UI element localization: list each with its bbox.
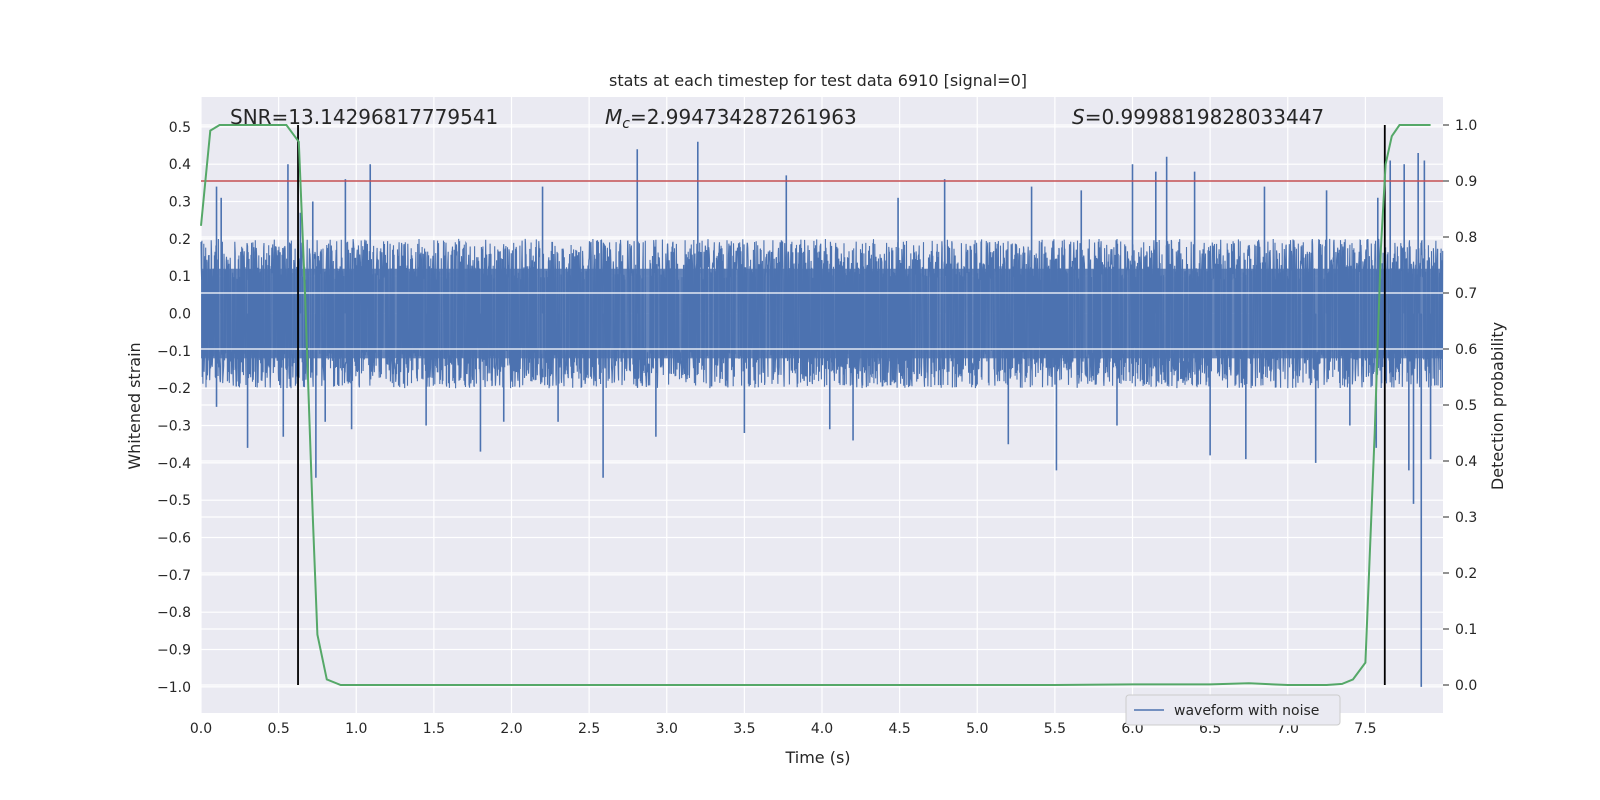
y2-tick-8: 0.2 bbox=[1455, 566, 1477, 582]
x-tick-4: 2.0 bbox=[500, 721, 522, 737]
y-axis-label: Whitened strain bbox=[125, 342, 144, 469]
y2-tick-1: 0.9 bbox=[1455, 174, 1477, 190]
y-tick-8: −0.3 bbox=[157, 419, 191, 435]
x-tick-10: 5.0 bbox=[966, 721, 988, 737]
legend: waveform with noise bbox=[1125, 694, 1341, 726]
waveform-series bbox=[200, 141, 1444, 687]
y2-tick-0: 1.0 bbox=[1455, 118, 1477, 134]
x-tick-7: 3.5 bbox=[733, 721, 755, 737]
x-tick-2: 1.0 bbox=[345, 721, 367, 737]
y2-tick-3: 0.7 bbox=[1455, 286, 1477, 302]
y-tick-7: −0.2 bbox=[157, 381, 191, 397]
chirp-mass-subscript: c bbox=[622, 116, 630, 132]
chirp-mass-value: =2.994734287261963 bbox=[630, 105, 857, 129]
y-tick-13: −0.8 bbox=[157, 605, 191, 621]
y-tick-4: 0.1 bbox=[169, 269, 191, 285]
chirp-mass-symbol: M bbox=[605, 105, 622, 129]
legend-box bbox=[1125, 694, 1341, 726]
y-ticks: 0.5 0.4 0.3 0.2 0.1 0.0 −0.1 −0.2 −0.3 −0.4 −0.5 −0… bbox=[157, 120, 191, 696]
y-tick-15: −1.0 bbox=[157, 680, 191, 696]
y-tick-6: −0.1 bbox=[157, 344, 191, 360]
vertical-markers bbox=[297, 125, 1386, 685]
chart-title: stats at each timestep for test data 691… bbox=[609, 71, 1027, 90]
y2-tick-6: 0.4 bbox=[1455, 454, 1477, 470]
s-value: =0.9998819828033447 bbox=[1085, 105, 1324, 129]
legend-label: waveform with noise bbox=[1174, 703, 1319, 719]
y2-axis-label: Detection probability bbox=[1488, 322, 1507, 490]
x-axis-label: Time (s) bbox=[784, 748, 850, 767]
y-tick-0: 0.5 bbox=[169, 120, 191, 136]
y2-tick-9: 0.1 bbox=[1455, 622, 1477, 638]
y-tick-3: 0.2 bbox=[169, 232, 191, 248]
snr-annotation: SNR=13.14296817779541 bbox=[230, 105, 498, 129]
y-tick-12: −0.7 bbox=[157, 568, 191, 584]
y-tick-1: 0.4 bbox=[169, 157, 191, 173]
x-tick-9: 4.5 bbox=[888, 721, 910, 737]
s-symbol: S bbox=[1072, 105, 1085, 129]
x-tick-5: 2.5 bbox=[578, 721, 600, 737]
probability-series bbox=[200, 124, 1431, 686]
s-annotation: S=0.9998819828033447 bbox=[1072, 105, 1324, 129]
y-tick-9: −0.4 bbox=[157, 456, 191, 472]
x-tick-8: 4.0 bbox=[811, 721, 833, 737]
probability-line bbox=[200, 124, 1431, 686]
y2-tick-10: 0.0 bbox=[1455, 678, 1477, 694]
x-tick-11: 5.5 bbox=[1044, 721, 1066, 737]
y-tick-10: −0.5 bbox=[157, 493, 191, 509]
x-tick-15: 7.5 bbox=[1354, 721, 1376, 737]
x-tick-0: 0.0 bbox=[190, 721, 212, 737]
y2-tick-5: 0.5 bbox=[1455, 398, 1477, 414]
y2-ticks: 1.0 0.9 0.8 0.7 0.6 0.5 0.4 0.3 0.2 0.1 0.0 bbox=[1443, 118, 1477, 694]
x-tick-6: 3.0 bbox=[656, 721, 678, 737]
y-tick-14: −0.9 bbox=[157, 643, 191, 659]
chirp-mass-annotation: Mc=2.994734287261963 bbox=[605, 105, 857, 132]
y2-tick-4: 0.6 bbox=[1455, 342, 1477, 358]
y2-tick-7: 0.3 bbox=[1455, 510, 1477, 526]
y-tick-5: 0.0 bbox=[169, 307, 191, 323]
x-tick-3: 1.5 bbox=[423, 721, 445, 737]
waveform-core bbox=[201, 268, 1443, 359]
y2-tick-2: 0.8 bbox=[1455, 230, 1477, 246]
y-tick-2: 0.3 bbox=[169, 195, 191, 211]
x-tick-1: 0.5 bbox=[267, 721, 289, 737]
y-tick-11: −0.6 bbox=[157, 531, 191, 547]
